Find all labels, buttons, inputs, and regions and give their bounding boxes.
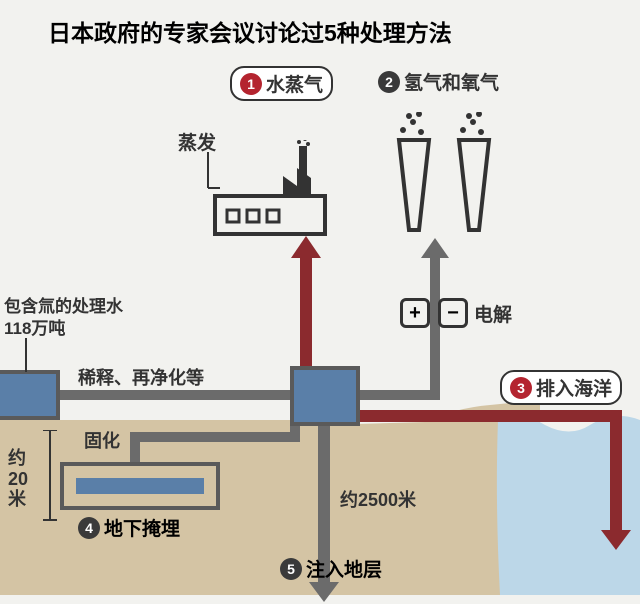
pipe-h2o2-v <box>430 256 440 400</box>
badge-1-num: 1 <box>240 73 262 95</box>
badge-2-label: 氢气和氧气 <box>404 68 499 95</box>
pipe-dilute <box>60 390 290 400</box>
buried-box <box>60 462 220 510</box>
pipe-ocean-v <box>610 410 622 534</box>
label-electrolysis: 电解 <box>474 300 512 327</box>
leader-source <box>24 338 64 388</box>
badge-4-label: 地下掩埋 <box>104 514 180 541</box>
label-solidify: 固化 <box>84 427 120 453</box>
main-box <box>290 366 360 426</box>
badge-3-label: 排入海洋 <box>536 374 612 401</box>
label-evaporate: 蒸发 <box>178 128 216 155</box>
leader-evap <box>206 152 236 192</box>
label-source: 包含氚的处理水 118万吨 <box>4 296 123 340</box>
badge-1-label: 水蒸气 <box>266 70 323 97</box>
towers-icon <box>385 112 505 242</box>
badge-3-num: 3 <box>510 377 532 399</box>
pipe-ocean-h <box>360 410 622 422</box>
electro-minus: − <box>438 298 468 328</box>
label-dilute: 稀释、再净化等 <box>78 364 204 390</box>
label-depth20: 约 20 米 <box>8 448 28 510</box>
badge-5: 5 注入地层 <box>280 555 382 582</box>
badge-2: 2 氢气和氧气 <box>370 66 507 97</box>
pipe-vapor <box>300 256 312 366</box>
badge-2-num: 2 <box>378 71 400 93</box>
badge-5-num: 5 <box>280 558 302 580</box>
badge-4-num: 4 <box>78 517 100 539</box>
badge-5-label: 注入地层 <box>306 555 382 582</box>
leader-depth20 <box>40 430 70 530</box>
arrow-ocean <box>598 528 634 552</box>
page-title: 日本政府的专家会议讨论过5种处理方法 <box>48 14 452 48</box>
badge-3: 3 排入海洋 <box>500 370 622 405</box>
pipe-solidify-v <box>130 432 140 462</box>
label-depth2500: 约2500米 <box>340 486 416 512</box>
electro-plus: + <box>400 298 430 328</box>
pipe-h2o2-h <box>360 390 440 400</box>
badge-4: 4 地下掩埋 <box>78 514 180 541</box>
pipe-solidify-v-main <box>290 426 300 442</box>
arrow-geology <box>306 580 342 604</box>
badge-1: 1 水蒸气 <box>230 66 333 101</box>
pipe-solidify-h <box>130 432 298 442</box>
